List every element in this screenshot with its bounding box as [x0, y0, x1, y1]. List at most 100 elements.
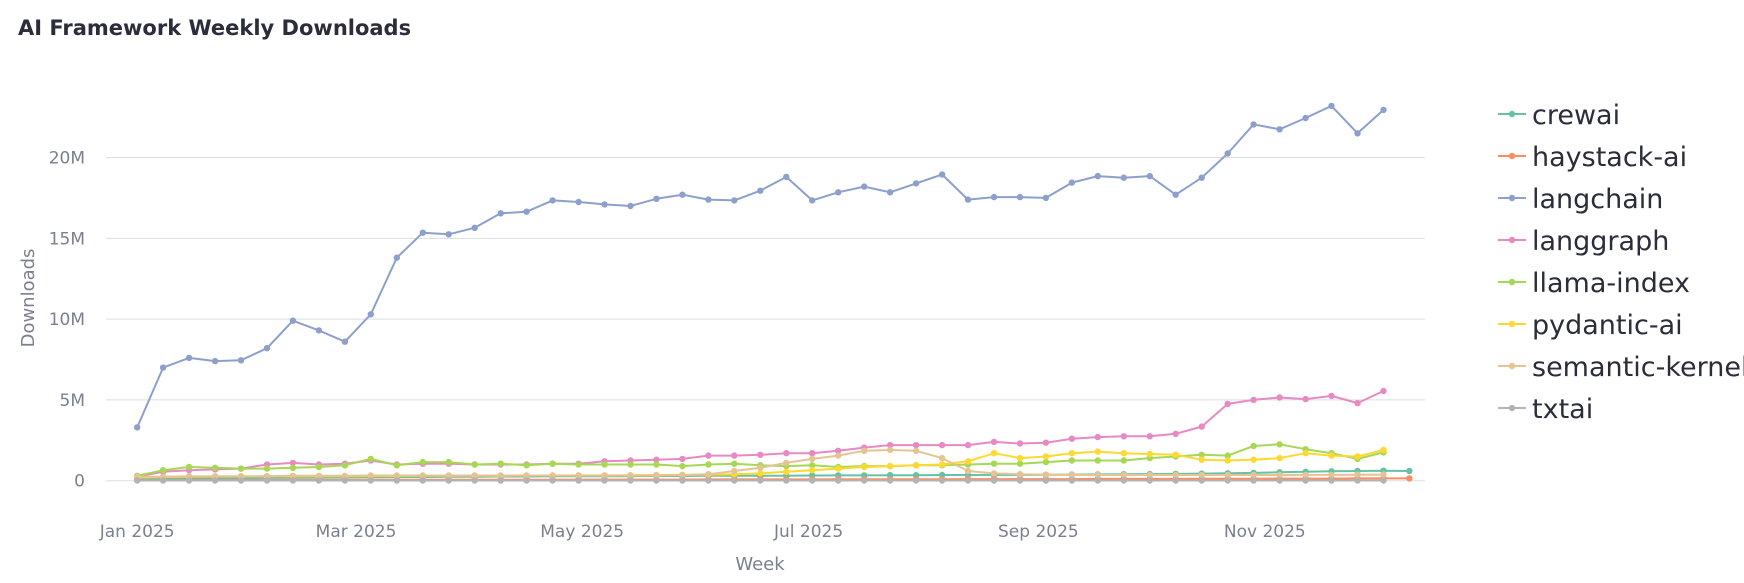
- data-point-llama-index[interactable]: [1094, 457, 1102, 464]
- data-point-langgraph[interactable]: [1354, 399, 1361, 407]
- data-point-semantic-kernel[interactable]: [393, 472, 400, 479]
- legend-item-crewai[interactable]: crewai: [1498, 100, 1620, 131]
- data-point-langchain[interactable]: [1094, 172, 1102, 180]
- data-point-txtai[interactable]: [523, 477, 530, 484]
- data-point-langgraph[interactable]: [679, 455, 686, 463]
- data-point-pydantic-ai[interactable]: [809, 467, 816, 474]
- data-point-semantic-kernel[interactable]: [783, 459, 790, 467]
- data-point-langgraph[interactable]: [990, 438, 998, 446]
- data-point-txtai[interactable]: [315, 477, 323, 484]
- data-point-llama-index[interactable]: [990, 460, 998, 467]
- data-point-txtai[interactable]: [1328, 477, 1335, 484]
- data-point-pydantic-ai[interactable]: [783, 468, 790, 475]
- data-point-langchain[interactable]: [549, 197, 556, 204]
- data-point-llama-index[interactable]: [627, 461, 634, 468]
- data-point-pydantic-ai[interactable]: [835, 465, 842, 472]
- data-point-semantic-kernel[interactable]: [1250, 471, 1257, 479]
- data-point-langgraph[interactable]: [1068, 435, 1076, 442]
- data-point-semantic-kernel[interactable]: [1146, 471, 1154, 479]
- data-point-langchain[interactable]: [1120, 174, 1128, 181]
- data-point-llama-index[interactable]: [1198, 451, 1205, 458]
- data-point-txtai[interactable]: [1354, 477, 1361, 484]
- data-point-langchain[interactable]: [809, 197, 816, 204]
- data-point-langchain[interactable]: [211, 357, 219, 365]
- data-point-txtai[interactable]: [575, 477, 582, 484]
- data-point-langchain[interactable]: [497, 210, 504, 217]
- data-point-llama-index[interactable]: [393, 462, 400, 469]
- data-point-langchain[interactable]: [367, 311, 374, 318]
- data-point-semantic-kernel[interactable]: [912, 447, 920, 454]
- data-point-txtai[interactable]: [757, 477, 764, 484]
- data-point-langchain[interactable]: [1224, 150, 1231, 157]
- data-point-llama-index[interactable]: [1068, 457, 1076, 464]
- data-point-llama-index[interactable]: [1276, 441, 1283, 448]
- data-point-txtai[interactable]: [964, 477, 972, 484]
- legend-item-llama-index[interactable]: llama-index: [1498, 268, 1690, 299]
- data-point-txtai[interactable]: [1042, 477, 1050, 484]
- data-point-txtai[interactable]: [1302, 477, 1309, 484]
- data-point-txtai[interactable]: [134, 477, 141, 484]
- data-point-langchain[interactable]: [1146, 172, 1154, 180]
- data-point-langgraph[interactable]: [731, 452, 738, 459]
- data-point-llama-index[interactable]: [419, 458, 426, 466]
- data-point-langchain[interactable]: [393, 254, 400, 261]
- data-point-semantic-kernel[interactable]: [549, 472, 556, 479]
- data-point-txtai[interactable]: [1250, 477, 1257, 484]
- data-point-semantic-kernel[interactable]: [1042, 471, 1050, 478]
- data-point-txtai[interactable]: [419, 477, 426, 484]
- data-point-pydantic-ai[interactable]: [1016, 454, 1024, 462]
- data-point-llama-index[interactable]: [237, 465, 245, 472]
- data-point-crewai[interactable]: [1406, 467, 1413, 475]
- data-point-txtai[interactable]: [679, 477, 686, 484]
- data-point-langchain[interactable]: [419, 229, 426, 236]
- data-point-semantic-kernel[interactable]: [367, 472, 374, 479]
- data-point-langchain[interactable]: [653, 195, 660, 202]
- data-point-langgraph[interactable]: [912, 441, 920, 449]
- data-point-txtai[interactable]: [1380, 477, 1387, 484]
- data-point-langgraph[interactable]: [289, 459, 297, 467]
- data-point-semantic-kernel[interactable]: [835, 452, 842, 459]
- data-point-langchain[interactable]: [1042, 194, 1050, 202]
- data-point-semantic-kernel[interactable]: [757, 464, 764, 471]
- data-point-txtai[interactable]: [886, 477, 894, 484]
- data-point-langchain[interactable]: [341, 338, 349, 345]
- data-point-llama-index[interactable]: [653, 461, 660, 468]
- data-point-llama-index[interactable]: [705, 461, 712, 468]
- data-point-pydantic-ai[interactable]: [1354, 453, 1361, 460]
- data-point-pydantic-ai[interactable]: [1120, 450, 1128, 457]
- data-point-langchain[interactable]: [731, 197, 738, 204]
- data-point-llama-index[interactable]: [1250, 442, 1257, 450]
- data-point-langchain[interactable]: [1172, 191, 1179, 198]
- data-point-semantic-kernel[interactable]: [990, 470, 998, 477]
- data-point-txtai[interactable]: [627, 477, 634, 484]
- data-point-pydantic-ai[interactable]: [1250, 456, 1257, 463]
- data-point-llama-index[interactable]: [523, 462, 530, 469]
- data-point-langchain[interactable]: [861, 183, 868, 190]
- data-point-langchain[interactable]: [1328, 102, 1335, 110]
- data-point-llama-index[interactable]: [159, 467, 167, 474]
- data-point-semantic-kernel[interactable]: [1068, 471, 1076, 479]
- data-point-llama-index[interactable]: [1120, 457, 1128, 464]
- data-point-txtai[interactable]: [1068, 477, 1076, 484]
- data-point-pydantic-ai[interactable]: [1302, 450, 1309, 457]
- data-point-txtai[interactable]: [835, 477, 842, 484]
- data-point-langchain[interactable]: [1198, 174, 1205, 181]
- data-point-langchain[interactable]: [159, 364, 167, 371]
- data-point-pydantic-ai[interactable]: [1146, 450, 1154, 458]
- data-point-pydantic-ai[interactable]: [861, 463, 868, 471]
- data-point-txtai[interactable]: [393, 477, 400, 484]
- data-point-llama-index[interactable]: [679, 462, 686, 470]
- data-point-llama-index[interactable]: [1042, 458, 1050, 466]
- data-point-langchain[interactable]: [757, 187, 764, 194]
- data-point-txtai[interactable]: [549, 477, 556, 484]
- data-point-langgraph[interactable]: [938, 441, 946, 449]
- data-point-langchain[interactable]: [1380, 106, 1387, 114]
- data-point-langgraph[interactable]: [1094, 433, 1102, 441]
- data-point-langchain[interactable]: [627, 202, 634, 210]
- data-point-llama-index[interactable]: [185, 463, 193, 471]
- data-point-semantic-kernel[interactable]: [1120, 471, 1128, 479]
- data-point-txtai[interactable]: [263, 477, 271, 484]
- data-point-langgraph[interactable]: [1120, 433, 1128, 440]
- data-point-llama-index[interactable]: [497, 460, 504, 467]
- data-point-txtai[interactable]: [783, 477, 790, 484]
